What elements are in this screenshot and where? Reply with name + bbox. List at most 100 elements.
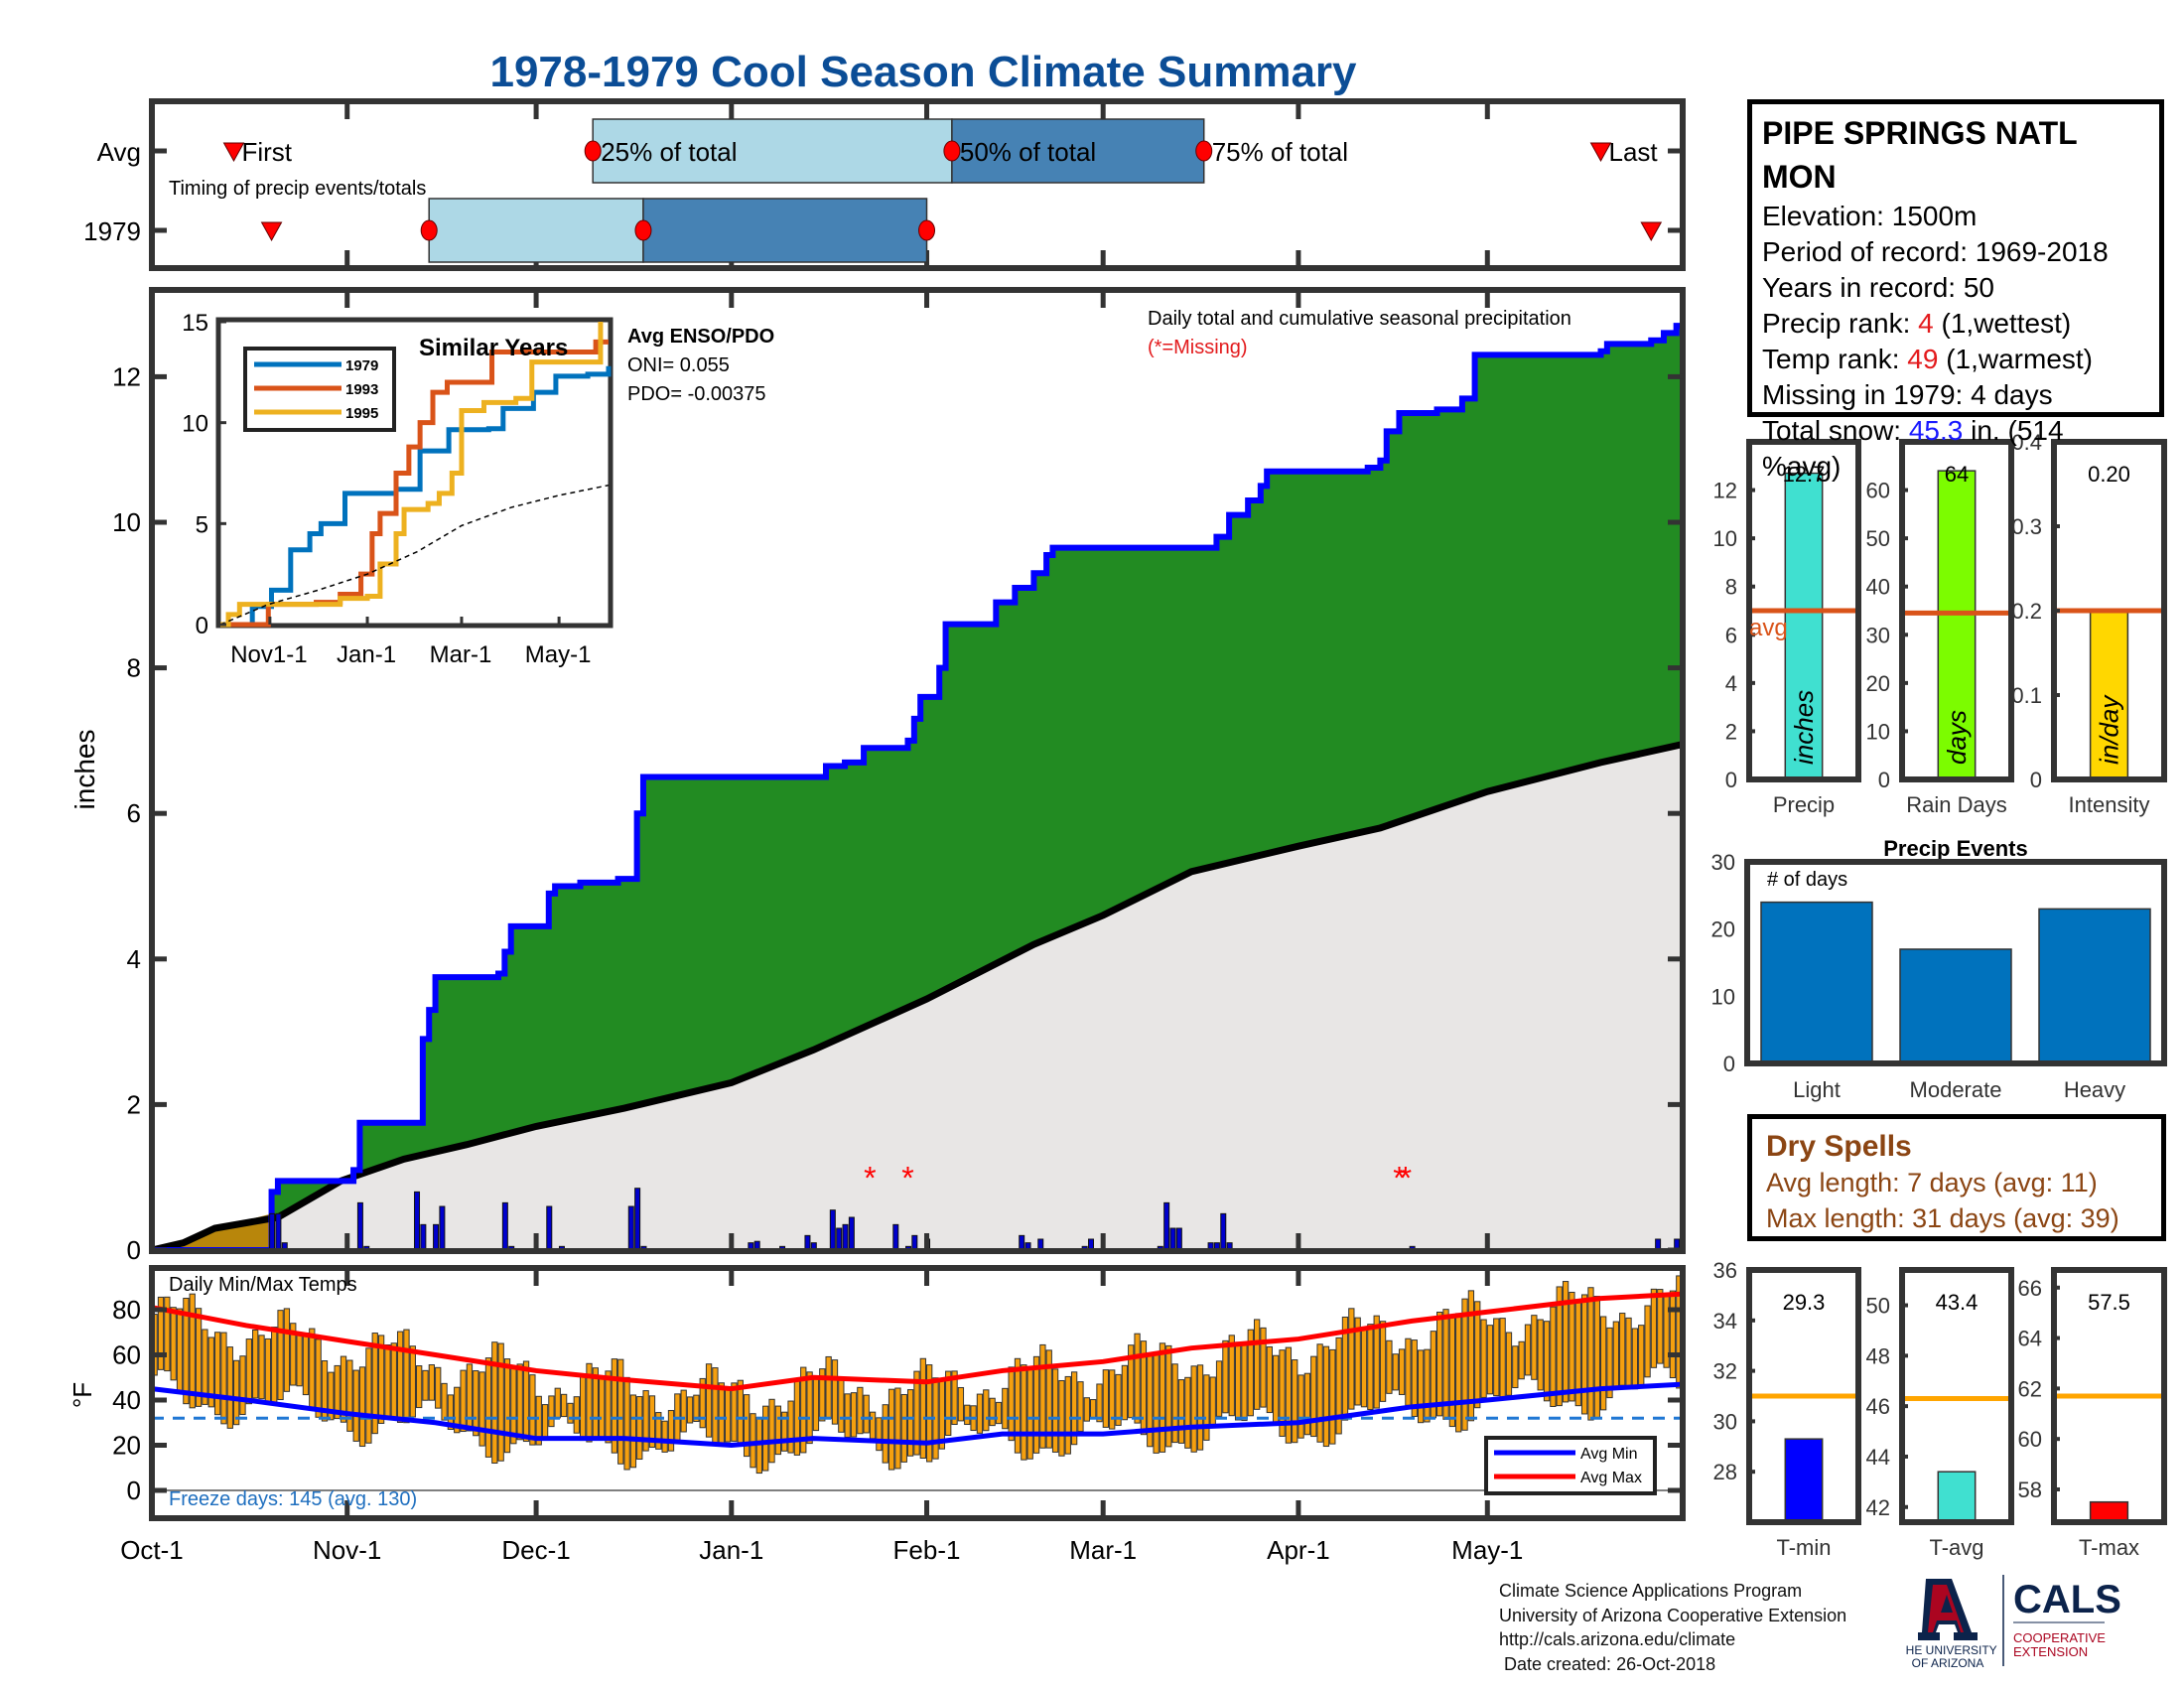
daily-temp-bar <box>1273 1354 1280 1425</box>
logo-ua-line1: THE UNIVERSITY <box>1906 1643 1997 1657</box>
daily-temp-bar <box>1499 1318 1506 1399</box>
daily-temp-bar <box>1625 1317 1632 1388</box>
daily-temp-bar <box>1644 1305 1651 1378</box>
summary-ytick-label: 2 <box>1725 719 1737 744</box>
summary-ytick-label: 62 <box>2018 1376 2042 1401</box>
daily-temp-bar <box>1077 1381 1084 1433</box>
summary-ytick-label: 42 <box>1866 1495 1890 1520</box>
daily-temp-bar <box>724 1388 732 1443</box>
daily-temp-bar <box>976 1393 984 1434</box>
timing-marker-triangle <box>222 142 245 163</box>
timing-panel: Avg 1979 Timing of precip events/totals … <box>83 98 1686 271</box>
station-precip-rank: Precip rank: 4 (1,wettest) <box>1762 306 2179 342</box>
daily-temp-bar <box>636 1396 643 1461</box>
temp-rank-value: 49 <box>1907 344 1939 374</box>
daily-temp-bar <box>1292 1359 1298 1444</box>
daily-temp-bar <box>416 1365 423 1409</box>
summary-ytick-label: 64 <box>2018 1327 2042 1351</box>
inset-ytick-label: 0 <box>196 613 208 639</box>
daily-temp-bar <box>1051 1368 1059 1453</box>
daily-precip-bar <box>1220 1212 1227 1251</box>
daily-temp-bar <box>825 1355 832 1420</box>
inset-xtick-label: Jan-1 <box>337 641 396 668</box>
precip-rank-label: Precip rank: <box>1762 308 1919 339</box>
daily-temp-bar <box>913 1370 920 1456</box>
daily-temp-bar <box>176 1308 184 1394</box>
dry-spells-title: Dry Spells <box>1766 1130 1912 1163</box>
station-period: Period of record: 1969-2018 <box>1762 236 2109 267</box>
daily-temp-bar <box>812 1376 820 1432</box>
main-ylabel: inches <box>69 730 100 810</box>
precip-events-chart: Precip Events Light Moderate Heavy0102030 … <box>1711 836 2167 1102</box>
summary-ytick-label: 60 <box>1866 479 1890 503</box>
summary-panel-frame <box>2051 1267 2167 1525</box>
daily-temp-bar <box>882 1404 888 1464</box>
summary-category-label: Rain Days <box>1906 792 2006 817</box>
daily-temp-bar <box>1518 1340 1525 1380</box>
chart-title: 1978-1979 Cool Season Climate Summary <box>489 48 1357 96</box>
timing-marker-circle <box>918 219 936 241</box>
summary-category-label: T-avg <box>1929 1535 1983 1560</box>
summary-panel-frame <box>1746 1267 1861 1525</box>
summary-ytick-label: 60 <box>2018 1427 2042 1452</box>
daily-temp-bar <box>1360 1327 1368 1408</box>
events-ytick-label: 0 <box>1723 1052 1735 1076</box>
daily-precip-bar <box>836 1227 843 1251</box>
logo-coop-line2: EXTENSION <box>2013 1644 2088 1659</box>
main-note: Daily total and cumulative seasonal prec… <box>1148 308 1571 330</box>
events-frame <box>1744 859 2167 1066</box>
daily-temp-bar <box>460 1369 467 1433</box>
daily-temp-bar <box>1474 1301 1481 1409</box>
summary-ytick-label: 0.1 <box>2011 683 2042 708</box>
daily-temp-bar <box>1026 1367 1033 1460</box>
summary-category-label: Intensity <box>2069 792 2150 817</box>
daily-temp-bar <box>1190 1365 1197 1453</box>
daily-temp-bar <box>516 1363 523 1441</box>
summary-bar-t-avg <box>1937 1471 1977 1523</box>
timing-label: First <box>241 137 292 167</box>
daily-temp-bar <box>750 1413 756 1469</box>
daily-temp-bar <box>503 1358 511 1454</box>
daily-temp-bar <box>1493 1318 1500 1397</box>
events-bar-heavy <box>2038 908 2151 1064</box>
summary-ytick-label: 4 <box>1725 671 1737 696</box>
daily-precip-bar <box>1175 1227 1182 1251</box>
daily-temp-bar <box>1045 1349 1052 1449</box>
month-label: Mar-1 <box>1069 1535 1137 1565</box>
missing-day-marker: * <box>864 1161 876 1196</box>
daily-temp-bar <box>213 1332 221 1416</box>
daily-temp-bar <box>995 1401 1003 1425</box>
daily-temp-bar <box>680 1389 687 1433</box>
daily-temp-bar <box>1090 1399 1097 1419</box>
daily-temp-bar <box>1196 1364 1204 1451</box>
daily-temp-bar <box>1612 1321 1619 1389</box>
inset-line-1979 <box>220 365 612 628</box>
daily-temp-bar <box>1341 1316 1349 1421</box>
month-label: Feb-1 <box>893 1535 961 1565</box>
daily-temp-bar <box>1373 1315 1380 1409</box>
daily-temp-bar <box>945 1370 952 1437</box>
dry-spells-avg: Avg length: 7 days (avg: 11) <box>1766 1168 2098 1197</box>
daily-temp-bar <box>390 1342 397 1420</box>
daily-temp-bar <box>1550 1306 1557 1407</box>
daily-temp-bar <box>195 1308 203 1407</box>
temp-ylabel: °F <box>68 1382 97 1408</box>
daily-precip-bar <box>439 1205 446 1251</box>
dry-spells-box: Dry Spells Avg length: 7 days (avg: 11) … <box>1747 1114 2166 1241</box>
daily-temp-bar <box>252 1329 259 1399</box>
summary-value-label: 64 <box>1945 462 1969 487</box>
inset-line-average <box>219 484 610 626</box>
daily-precip-bar <box>546 1205 553 1251</box>
summary-unit-label: days <box>1942 710 1972 765</box>
credits-url[interactable]: http://cals.arizona.edu/climate <box>1499 1629 1736 1649</box>
daily-temp-bar <box>1303 1372 1311 1436</box>
daily-temp-bar <box>1455 1313 1462 1433</box>
daily-temp-bar <box>309 1328 316 1408</box>
daily-temp-bar <box>170 1307 177 1381</box>
daily-temp-bar <box>1253 1319 1261 1410</box>
daily-precip-bar <box>829 1209 836 1251</box>
daily-temp-bar <box>328 1371 335 1421</box>
avg-max-line <box>151 1291 1684 1392</box>
summary-ytick-label: 12 <box>1713 479 1737 503</box>
daily-temp-bar <box>1228 1335 1235 1417</box>
